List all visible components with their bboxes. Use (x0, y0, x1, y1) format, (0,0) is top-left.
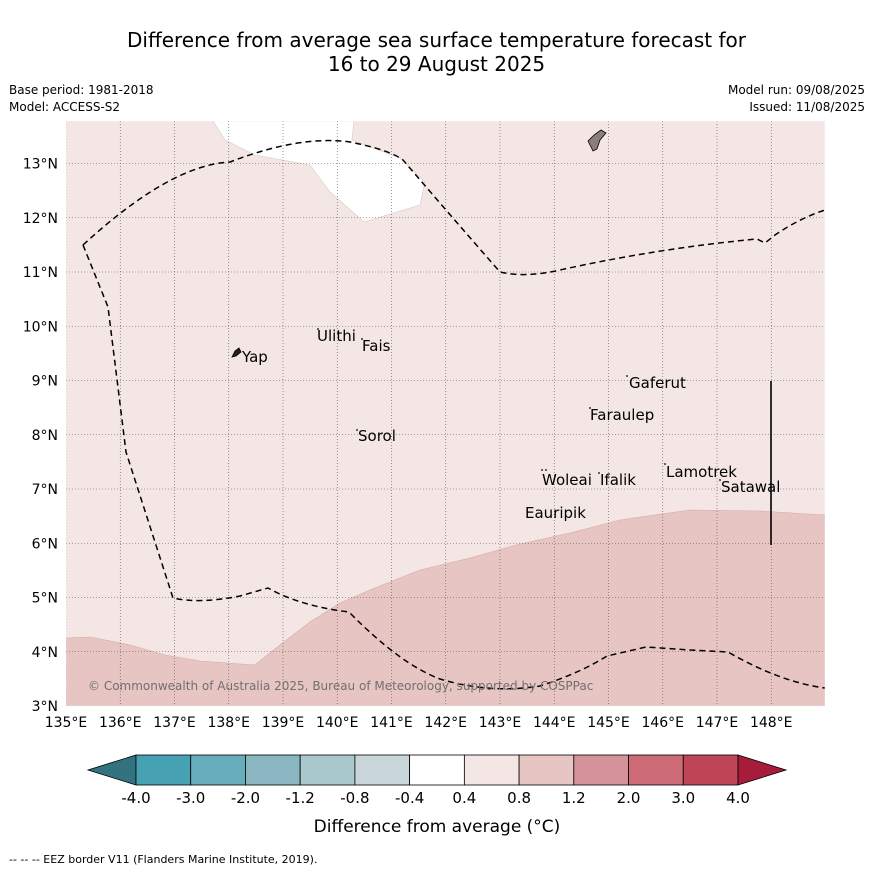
colorbar-segment (628, 754, 684, 786)
lon-label: 142°E (424, 715, 467, 731)
lat-label: 13°N (23, 157, 58, 173)
colorbar-tick: 4.0 (726, 789, 750, 807)
title-line-2: 16 to 29 August 2025 (327, 52, 546, 76)
eez-border-south (82, 244, 825, 690)
label-faraulep: Faraulep (590, 406, 654, 424)
lat-label: 8°N (32, 428, 58, 444)
title-line-1: Difference from average sea surface temp… (126, 28, 746, 52)
colorbar-segment (518, 754, 575, 786)
colorbar-tick: 0.8 (507, 789, 531, 807)
colorbar-segment (573, 754, 629, 786)
map-area: Ulithi Fais Yap Gaferut Faraulep Sorol L… (66, 121, 825, 706)
colorbar-segment (135, 754, 192, 786)
longitude-labels: 135°E 136°E 137°E 138°E 139°E 140°E 141°E 142°E… (45, 715, 793, 731)
label-ulithi: Ulithi (317, 327, 356, 345)
colorbar-extend-high (737, 754, 788, 786)
colorbar-segment (354, 754, 411, 786)
lat-label: 3°N (32, 699, 58, 715)
lon-label: 137°E (153, 715, 196, 731)
lat-label: 9°N (32, 374, 58, 390)
colorbar-tick: 3.0 (671, 789, 695, 807)
colorbar-tick: 1.2 (562, 789, 586, 807)
lat-label: 10°N (23, 319, 58, 335)
lon-label: 141°E (370, 715, 413, 731)
lon-label: 143°E (479, 715, 522, 731)
label-yap: Yap (241, 348, 268, 366)
colorbar: -4.0 -3.0 -2.0 -1.2 -0.8 -0.4 0.4 0.8 1.2 2.0 3.0 4… (86, 754, 788, 807)
label-fais: Fais (362, 337, 391, 355)
eez-border-north (82, 139, 825, 276)
colorbar-tick: -0.8 (340, 789, 369, 807)
label-ifalik: Ifalik (600, 471, 636, 489)
lat-label: 12°N (23, 211, 58, 227)
graticule (66, 121, 825, 706)
colorbar-tick: -1.2 (286, 789, 315, 807)
colorbar-segment (190, 754, 246, 786)
lon-label: 144°E (533, 715, 576, 731)
colorbar-segment (299, 754, 356, 786)
meta-right: Model run: 09/08/2025 Issued: 11/08/2025 (728, 82, 865, 116)
colorbar-segment (245, 754, 301, 786)
colorbar-tick: -4.0 (121, 789, 150, 807)
label-eauripik: Eauripik (525, 504, 586, 522)
lon-label: 140°E (316, 715, 359, 731)
lon-label: 146°E (641, 715, 684, 731)
map-title: Difference from average sea surface temp… (0, 28, 873, 76)
colorbar-tick: -3.0 (176, 789, 205, 807)
meta-left: Base period: 1981-2018 Model: ACCESS-S2 (9, 82, 154, 116)
lat-label: 7°N (32, 482, 58, 498)
lon-label: 135°E (45, 715, 88, 731)
base-period: Base period: 1981-2018 (9, 83, 154, 97)
lon-label: 147°E (696, 715, 739, 731)
latitude-labels: 13°N 12°N 11°N 10°N 9°N 8°N 7°N 6°N 5°N 4°N 3°N (23, 157, 58, 716)
colorbar-tick: -0.4 (395, 789, 424, 807)
model-name: Model: ACCESS-S2 (9, 100, 121, 114)
issued-date: Issued: 11/08/2025 (749, 100, 865, 114)
yap-land (231, 347, 242, 358)
label-gaferut: Gaferut (629, 374, 686, 392)
footnote: -- -- -- EEZ border V11 (Flanders Marine… (9, 853, 318, 866)
model-run: Model run: 09/08/2025 (727, 83, 865, 97)
label-satawal: Satawal (721, 478, 780, 496)
colorbar-segment (463, 754, 520, 786)
lon-label: 145°E (587, 715, 630, 731)
colorbar-tick: 2.0 (617, 789, 641, 807)
colorbar-tick: -2.0 (231, 789, 260, 807)
lon-label: 136°E (99, 715, 142, 731)
lat-label: 11°N (23, 265, 58, 281)
lat-label: 5°N (32, 591, 58, 607)
lon-label: 138°E (207, 715, 250, 731)
copyright-notice: © Commonwealth of Australia 2025, Bureau… (88, 679, 593, 693)
colorbar-tick: 0.4 (452, 789, 476, 807)
lon-label: 139°E (262, 715, 305, 731)
colorbar-label: Difference from average (°C) (314, 817, 561, 837)
colorbar-extend-low (86, 754, 137, 786)
label-woleai: Woleai (542, 471, 592, 489)
label-lamotrek: Lamotrek (666, 463, 737, 481)
colorbar-segment (409, 754, 465, 786)
lat-label: 4°N (32, 645, 58, 661)
neutral-anomaly-region (212, 121, 426, 223)
guam-land (587, 129, 607, 152)
island-markers (317, 328, 721, 481)
lat-label: 6°N (32, 536, 58, 552)
lon-label: 148°E (750, 715, 793, 731)
label-sorol: Sorol (358, 427, 396, 445)
colorbar-segment (682, 754, 739, 786)
